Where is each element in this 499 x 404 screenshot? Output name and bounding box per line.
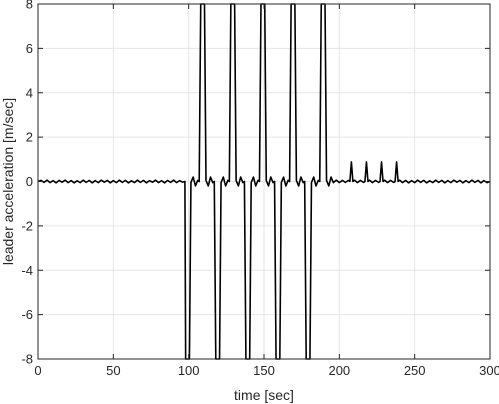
y-tick-label: 0 (26, 174, 33, 189)
y-tick-label: 6 (26, 41, 33, 56)
ticks: 0 50 100 150 200 250 300 -8 -6 -4 -2 0 2 4 6 8 (21, 0, 499, 378)
x-tick-label: 150 (253, 363, 275, 378)
y-tick-label: -2 (21, 218, 33, 233)
x-tick-label: 300 (479, 363, 499, 378)
series-line (37, 3, 491, 360)
x-tick-label: 50 (106, 363, 120, 378)
y-tick-label: -4 (21, 263, 33, 278)
x-tick-label: 0 (34, 363, 41, 378)
y-tick-label: 2 (26, 130, 33, 145)
y-tick-label: 8 (26, 0, 33, 12)
x-tick-label: 100 (178, 363, 200, 378)
y-tick-label: -8 (21, 352, 33, 367)
y-tick-label: 4 (26, 85, 33, 100)
x-axis-label: time [sec] (234, 387, 294, 403)
y-tick-label: -6 (21, 307, 33, 322)
y-axis-label: leader acceleration [m/sec] (0, 98, 16, 265)
series-layer (37, 3, 491, 360)
x-tick-label: 200 (328, 363, 350, 378)
x-tick-label: 250 (404, 363, 426, 378)
